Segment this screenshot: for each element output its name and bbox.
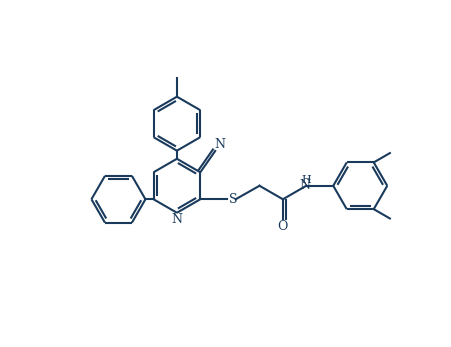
Text: H: H [301,175,311,185]
Text: N: N [213,138,225,151]
Text: S: S [229,193,237,206]
Text: N: N [299,179,309,192]
Text: O: O [277,220,287,233]
Text: N: N [171,213,182,226]
